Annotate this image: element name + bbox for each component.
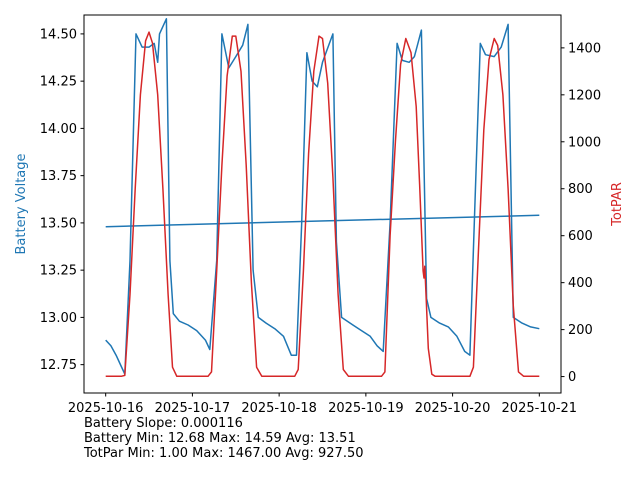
- right-tick-label: 1000: [568, 135, 601, 150]
- left-tick-label: 13.00: [40, 311, 77, 326]
- x-tick-label: 2025-10-16: [68, 401, 144, 416]
- right-tick-label: 0: [568, 370, 576, 385]
- right-axis-label: TotPAR: [610, 182, 625, 227]
- series-line-1: [105, 18, 540, 375]
- plot-frame: [83, 14, 562, 394]
- x-tick-label: 2025-10-18: [241, 401, 317, 416]
- right-tick-label: 1200: [568, 88, 601, 103]
- right-axis-ticks: 0 200 400 600 800 1000 1200 1400: [561, 41, 601, 385]
- series-line-3: [105, 31, 540, 378]
- right-tick-label: 200: [568, 323, 593, 338]
- left-tick-label: 14.25: [40, 75, 77, 90]
- x-tick-label: 2025-10-20: [415, 401, 491, 416]
- stats-block: Battery Slope: 0.000116 Battery Min: 12.…: [84, 416, 364, 461]
- left-tick-label: 14.50: [40, 27, 77, 42]
- series-layer: [105, 18, 540, 378]
- right-tick-label: 600: [568, 229, 593, 244]
- left-tick-label: 13.75: [40, 169, 77, 184]
- left-axis-label: Battery Voltage: [14, 153, 29, 254]
- left-tick-label: 13.25: [40, 264, 77, 279]
- left-tick-label: 12.75: [40, 358, 77, 373]
- x-tick-label: 2025-10-17: [155, 401, 231, 416]
- left-tick-label: 14.00: [40, 122, 77, 137]
- battery-slope-text: Battery Slope: 0.000116: [84, 416, 243, 431]
- totpar-stats-text: TotPar Min: 1.00 Max: 1467.00 Avg: 927.5…: [84, 446, 364, 461]
- right-tick-label: 800: [568, 182, 593, 197]
- left-axis-ticks: 12.75 13.00 13.25 13.50 13.75 14.00 14.25 14.50: [40, 27, 84, 373]
- x-tick-label: 2025-10-19: [328, 401, 404, 416]
- battery-stats-text: Battery Min: 12.68 Max: 14.59 Avg: 13.51: [84, 431, 356, 446]
- series-line-2: [105, 214, 540, 228]
- right-tick-label: 400: [568, 276, 593, 291]
- left-tick-label: 13.50: [40, 216, 77, 231]
- x-tick-label: 2025-10-21: [502, 401, 578, 416]
- right-tick-label: 1400: [568, 41, 601, 56]
- x-axis-ticks: 2025-10-16 2025-10-17 2025-10-18 2025-10-19…: [68, 393, 577, 416]
